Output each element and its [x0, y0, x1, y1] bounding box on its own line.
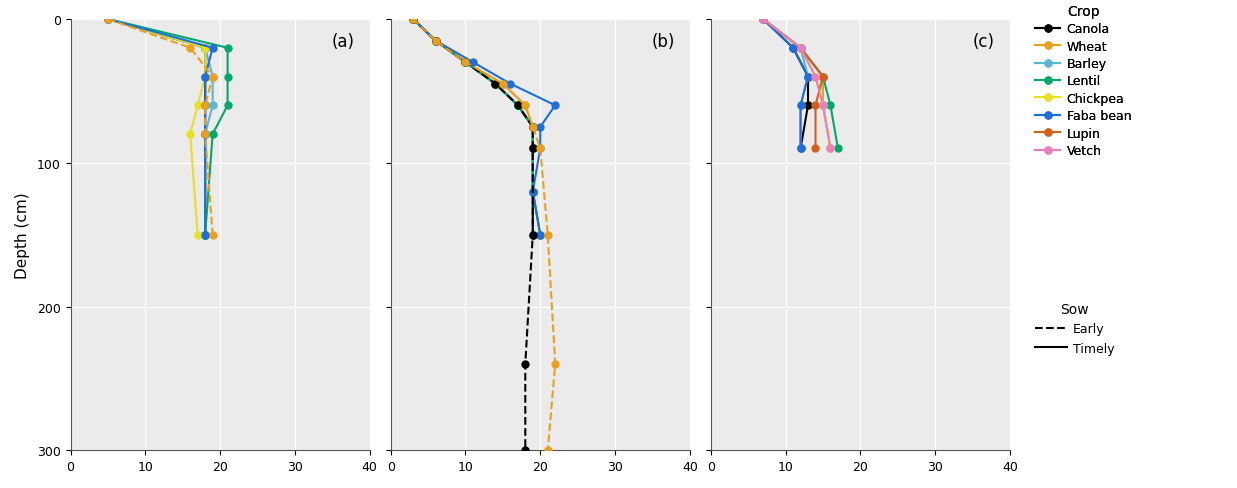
Text: (a): (a)	[332, 33, 355, 51]
Legend: Early, Timely: Early, Timely	[1035, 303, 1115, 355]
Y-axis label: Depth (cm): Depth (cm)	[15, 192, 30, 278]
Text: (c): (c)	[974, 33, 995, 51]
Legend: Canola, Wheat, Barley, Lentil, Chickpea, Faba bean, Lupin, Vetch: Canola, Wheat, Barley, Lentil, Chickpea,…	[1035, 5, 1132, 158]
Text: (b): (b)	[652, 33, 675, 51]
